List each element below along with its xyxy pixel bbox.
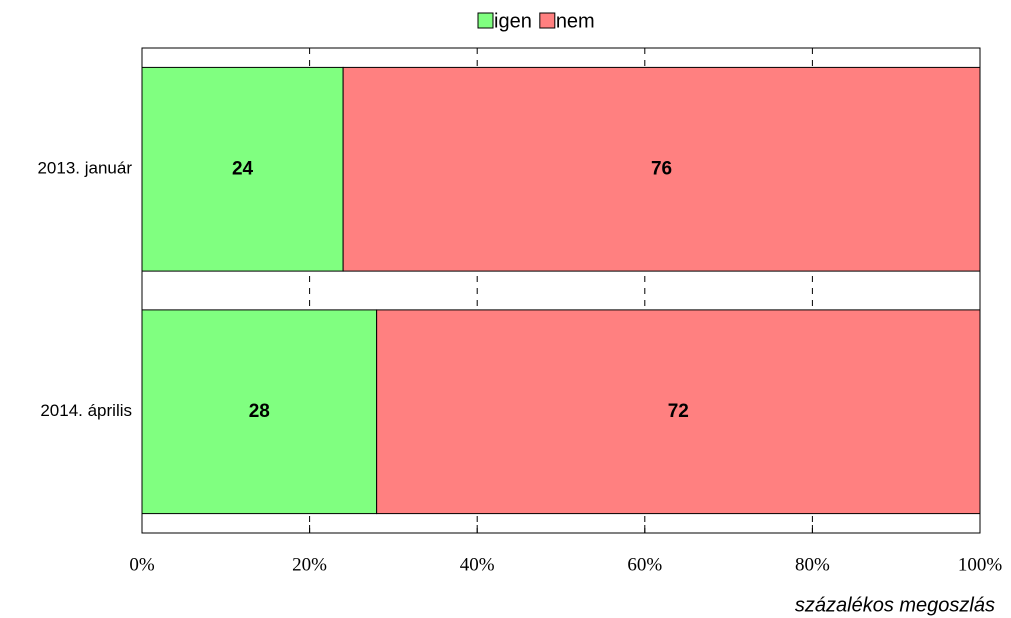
plot-frame xyxy=(141,47,981,534)
legend-label: igen xyxy=(494,10,532,32)
data-label: 72 xyxy=(668,401,689,422)
x-tick-label: 80% xyxy=(795,554,830,575)
y-tick-label: 2013. január xyxy=(37,159,132,178)
x-tick-label: 20% xyxy=(292,554,327,575)
legend-swatch xyxy=(539,12,556,29)
bar-segment xyxy=(141,309,378,515)
data-label: 24 xyxy=(232,158,254,179)
x-tick-label: 100% xyxy=(958,554,1003,575)
legend-swatch xyxy=(477,12,494,29)
bar-segment xyxy=(342,66,981,272)
x-tick-label: 60% xyxy=(627,554,662,575)
x-tick-label: 40% xyxy=(460,554,495,575)
legend-label: nem xyxy=(556,10,595,32)
data-label: 28 xyxy=(249,401,270,422)
data-label: 76 xyxy=(651,158,672,179)
x-axis-label: százalékos megoszlás xyxy=(795,594,995,616)
y-tick-label: 2014. április xyxy=(40,401,132,420)
x-tick-label: 0% xyxy=(129,554,155,575)
